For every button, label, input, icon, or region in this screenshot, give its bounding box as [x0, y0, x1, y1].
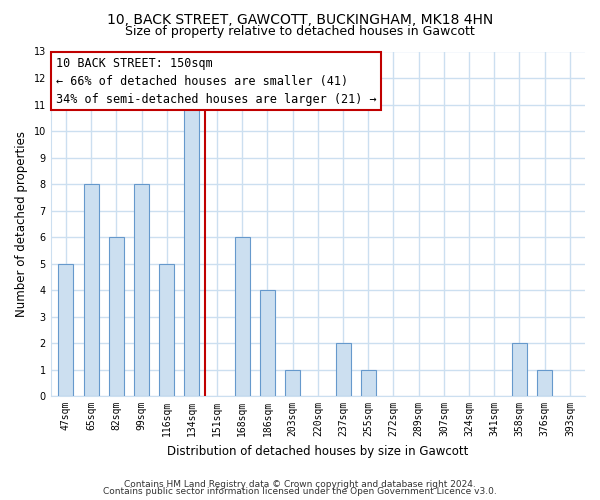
Bar — [285, 370, 300, 396]
Bar — [134, 184, 149, 396]
Text: Contains HM Land Registry data © Crown copyright and database right 2024.: Contains HM Land Registry data © Crown c… — [124, 480, 476, 489]
Bar — [260, 290, 275, 396]
Bar — [335, 343, 350, 396]
X-axis label: Distribution of detached houses by size in Gawcott: Distribution of detached houses by size … — [167, 444, 469, 458]
Bar — [83, 184, 98, 396]
Bar — [58, 264, 73, 396]
Bar — [361, 370, 376, 396]
Text: Contains public sector information licensed under the Open Government Licence v3: Contains public sector information licen… — [103, 487, 497, 496]
Y-axis label: Number of detached properties: Number of detached properties — [15, 131, 28, 317]
Bar — [235, 237, 250, 396]
Bar — [537, 370, 552, 396]
Bar — [512, 343, 527, 396]
Bar — [109, 237, 124, 396]
Bar — [184, 104, 199, 396]
Text: 10 BACK STREET: 150sqm
← 66% of detached houses are smaller (41)
34% of semi-det: 10 BACK STREET: 150sqm ← 66% of detached… — [56, 56, 377, 106]
Text: 10, BACK STREET, GAWCOTT, BUCKINGHAM, MK18 4HN: 10, BACK STREET, GAWCOTT, BUCKINGHAM, MK… — [107, 12, 493, 26]
Text: Size of property relative to detached houses in Gawcott: Size of property relative to detached ho… — [125, 25, 475, 38]
Bar — [159, 264, 174, 396]
